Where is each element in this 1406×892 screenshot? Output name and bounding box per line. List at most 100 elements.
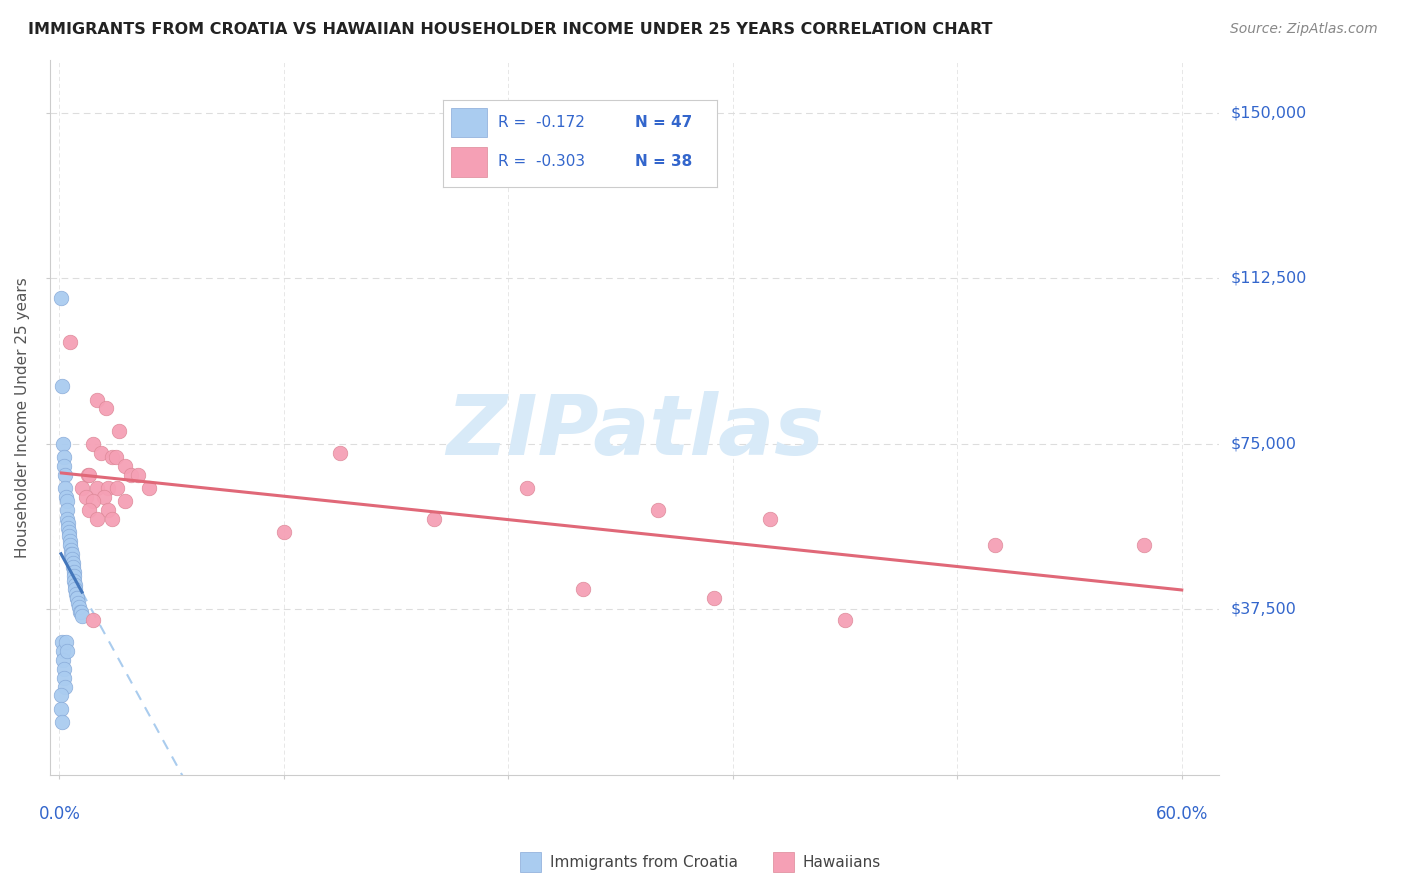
Point: [66, 591, 89, 606]
Point: [79, 503, 101, 517]
Point: [52, 662, 75, 676]
Text: ZIPatlas: ZIPatlas: [446, 391, 824, 472]
Point: [52, 653, 75, 667]
Point: [108, 424, 131, 438]
Point: [59, 538, 82, 552]
Text: N = 38: N = 38: [636, 154, 692, 169]
Point: [101, 512, 124, 526]
Bar: [451, 108, 486, 137]
Point: [329, 445, 352, 459]
Point: [63, 569, 86, 583]
Point: [82, 436, 104, 450]
Point: [273, 524, 295, 539]
Point: [759, 512, 782, 526]
Point: [422, 512, 444, 526]
Point: [58, 524, 80, 539]
Point: [58, 521, 80, 535]
Point: [65, 582, 87, 597]
Point: [56, 503, 79, 517]
Point: [70, 609, 93, 624]
Point: [107, 481, 129, 495]
Point: [65, 587, 87, 601]
Point: [59, 542, 82, 557]
Point: [53, 481, 76, 495]
Point: [114, 458, 136, 473]
Point: [56, 516, 79, 531]
Point: [138, 481, 160, 495]
Point: [1133, 538, 1156, 552]
Point: [53, 467, 76, 482]
Point: [53, 680, 76, 694]
Point: [52, 436, 75, 450]
Point: [51, 701, 73, 715]
Text: 0.0%: 0.0%: [38, 805, 80, 823]
Bar: [451, 147, 486, 177]
Point: [58, 529, 80, 543]
Point: [49, 689, 72, 703]
Point: [90, 445, 112, 459]
Point: [70, 605, 93, 619]
Text: $75,000: $75,000: [1230, 436, 1296, 451]
Point: [52, 450, 75, 464]
Point: [52, 644, 75, 658]
Point: [56, 512, 79, 526]
Point: [55, 490, 77, 504]
Point: [60, 547, 83, 561]
Point: [104, 450, 127, 464]
Point: [55, 635, 77, 649]
Point: [983, 538, 1005, 552]
Point: [114, 494, 136, 508]
Point: [63, 578, 86, 592]
Point: [67, 596, 90, 610]
Text: Immigrants from Croatia: Immigrants from Croatia: [550, 855, 738, 870]
Point: [82, 613, 104, 627]
Point: [51, 714, 73, 729]
Text: $112,500: $112,500: [1230, 270, 1306, 285]
Point: [62, 560, 84, 574]
Point: [51, 635, 73, 649]
Point: [93, 490, 115, 504]
Point: [97, 503, 120, 517]
Text: $150,000: $150,000: [1230, 105, 1306, 120]
Point: [55, 494, 77, 508]
Text: IMMIGRANTS FROM CROATIA VS HAWAIIAN HOUSEHOLDER INCOME UNDER 25 YEARS CORRELATIO: IMMIGRANTS FROM CROATIA VS HAWAIIAN HOUS…: [28, 22, 993, 37]
Point: [51, 379, 73, 393]
Text: Hawaiians: Hawaiians: [803, 855, 882, 870]
Point: [60, 551, 83, 566]
Text: R =  -0.303: R = -0.303: [498, 154, 585, 169]
Point: [69, 605, 91, 619]
Point: [120, 467, 142, 482]
Point: [76, 467, 98, 482]
Text: N = 47: N = 47: [636, 115, 692, 130]
Point: [101, 450, 124, 464]
Point: [59, 533, 82, 548]
Point: [82, 494, 104, 508]
Point: [60, 547, 83, 561]
Point: [49, 291, 72, 305]
Point: [62, 565, 84, 579]
Y-axis label: Householder Income Under 25 years: Householder Income Under 25 years: [15, 277, 30, 558]
Point: [66, 591, 89, 606]
Point: [62, 556, 84, 570]
Text: R =  -0.172: R = -0.172: [498, 115, 585, 130]
Point: [56, 644, 79, 658]
Point: [79, 467, 101, 482]
Point: [96, 401, 118, 416]
Text: $37,500: $37,500: [1230, 602, 1296, 617]
Point: [97, 481, 120, 495]
Text: 60.0%: 60.0%: [1156, 805, 1208, 823]
Point: [834, 613, 856, 627]
Text: Source: ZipAtlas.com: Source: ZipAtlas.com: [1230, 22, 1378, 37]
Point: [572, 582, 595, 597]
Point: [86, 392, 108, 407]
Point: [63, 574, 86, 588]
Point: [86, 481, 108, 495]
Point: [59, 335, 82, 350]
Point: [75, 490, 97, 504]
Point: [647, 503, 669, 517]
Point: [53, 671, 76, 685]
Point: [67, 600, 90, 615]
Point: [516, 481, 538, 495]
Point: [127, 467, 149, 482]
Point: [86, 512, 108, 526]
